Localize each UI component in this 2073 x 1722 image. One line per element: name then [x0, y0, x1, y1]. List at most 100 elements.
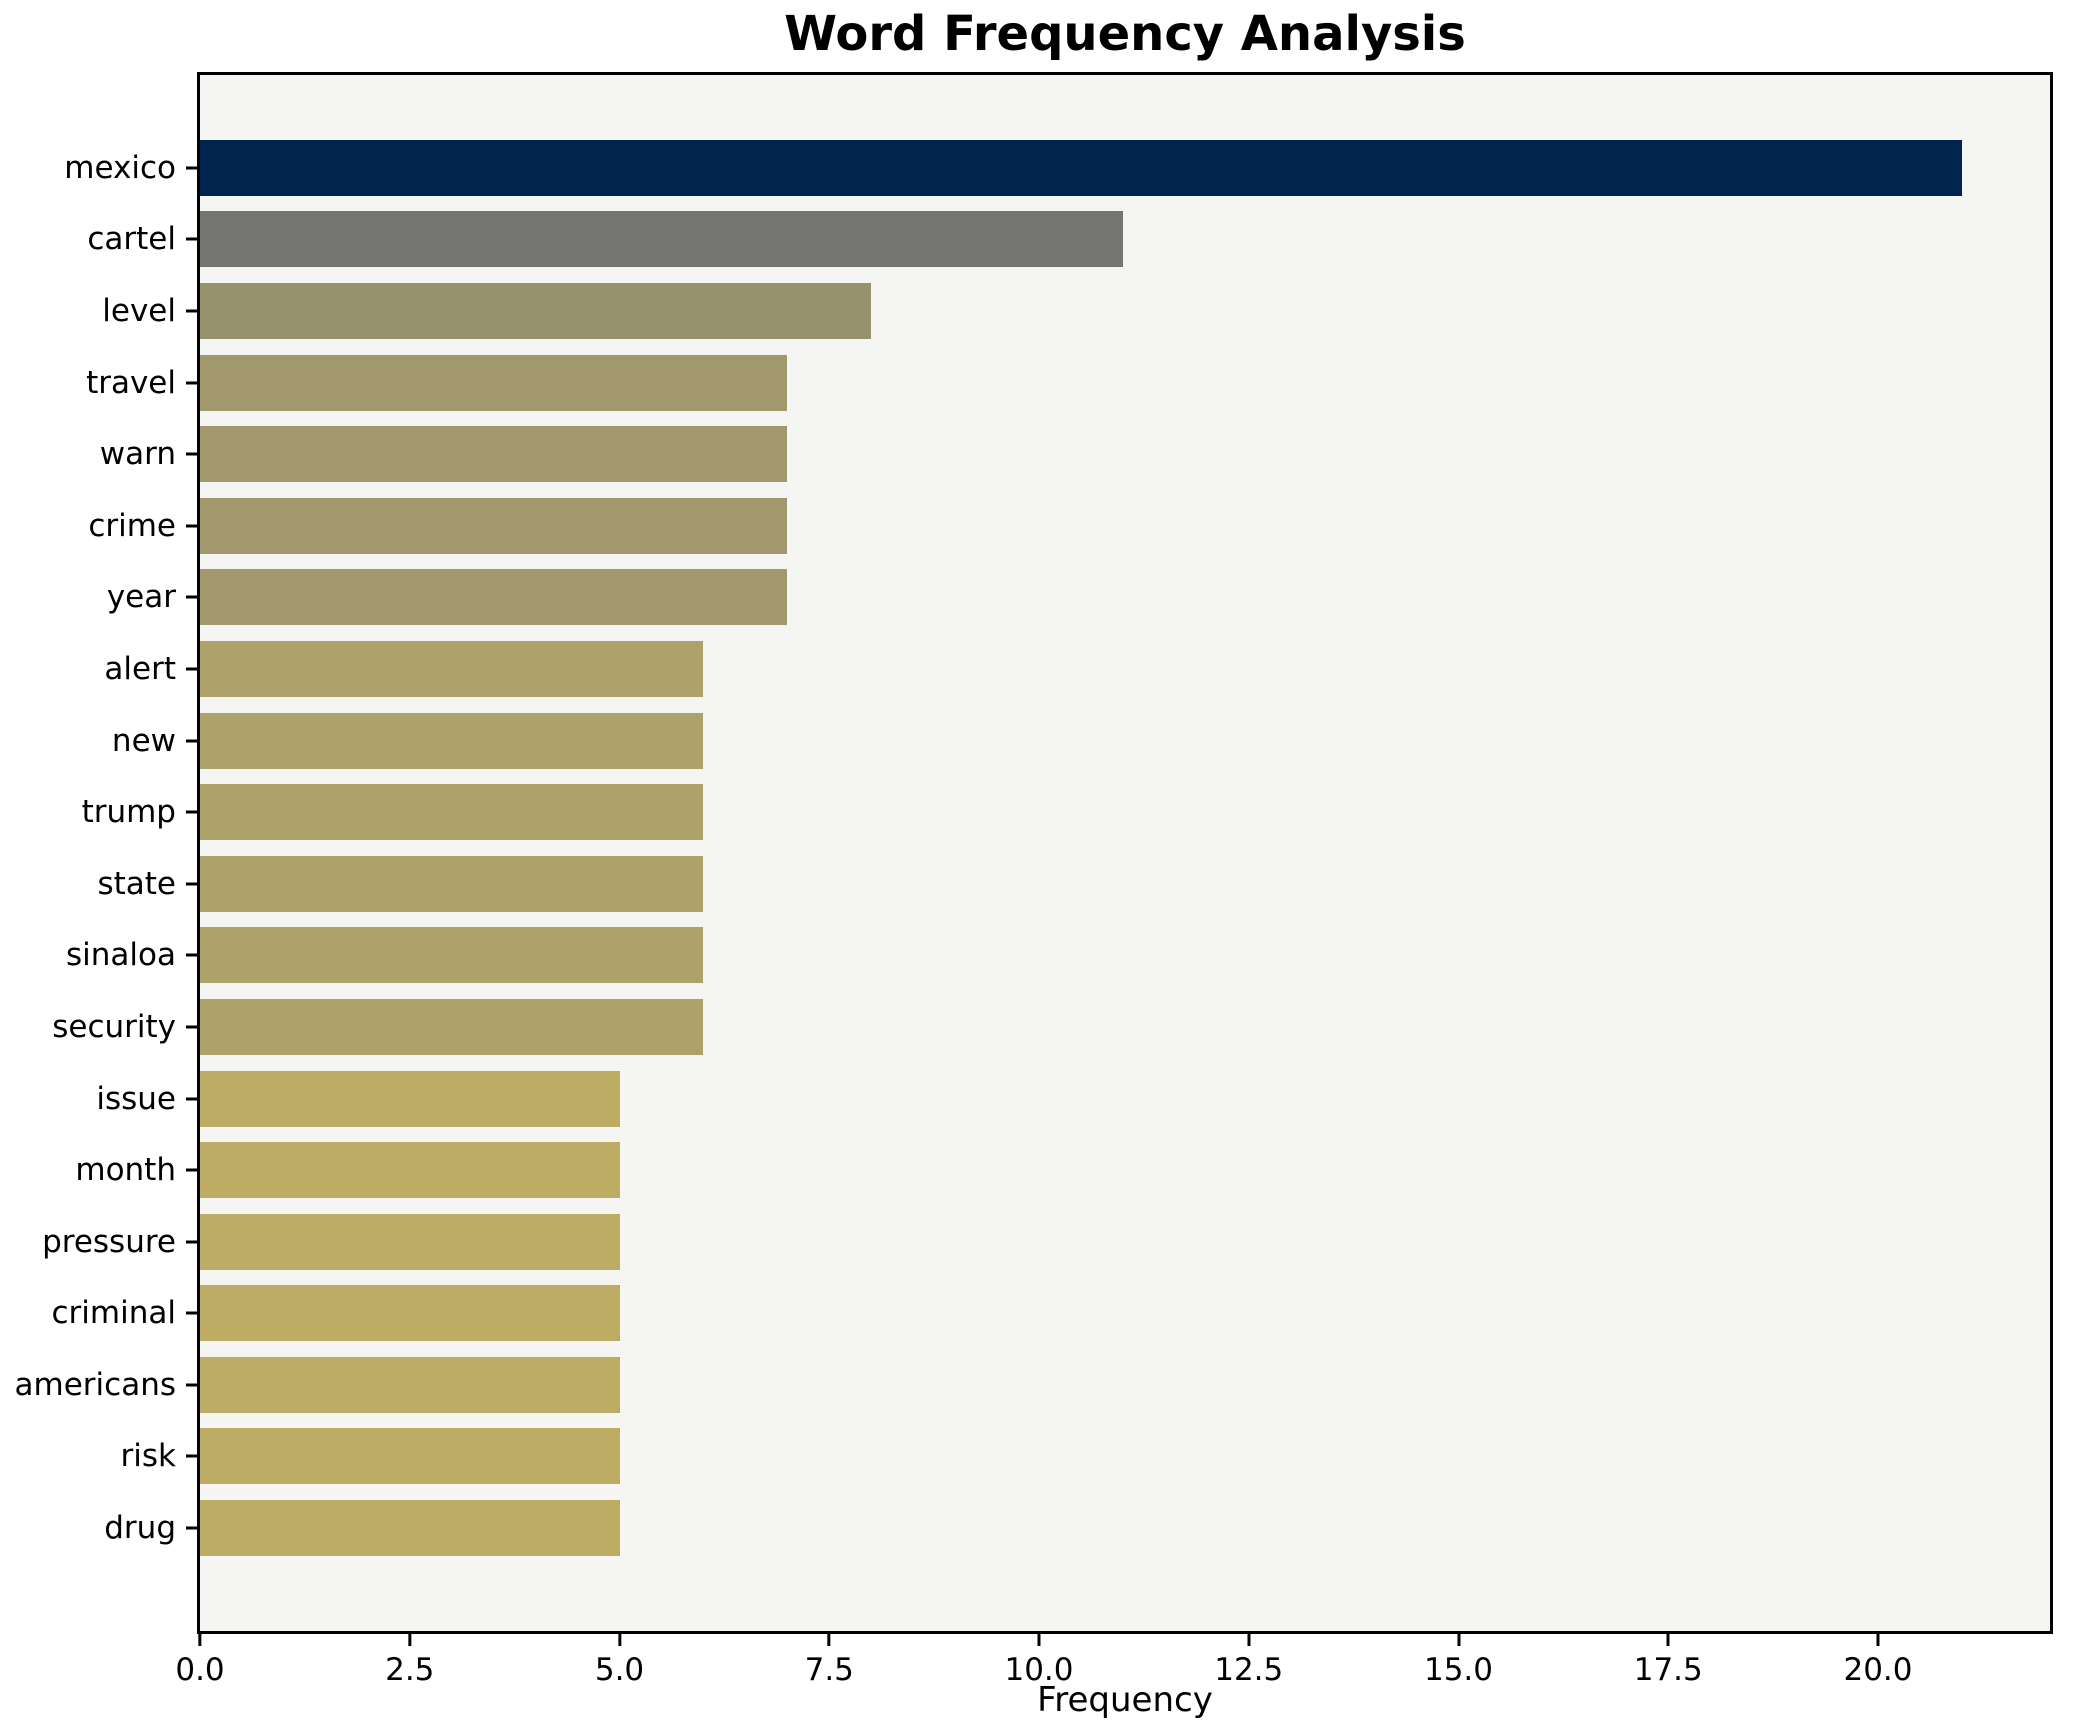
y-tick-mark [186, 1097, 197, 1101]
y-label-sinaloa: sinaloa [66, 937, 176, 974]
bar-row [200, 1206, 2050, 1278]
bar-row [200, 1134, 2050, 1206]
bar-drug [200, 1500, 620, 1557]
y-label-year: year [106, 579, 176, 616]
x-tick-mark [1666, 1634, 1670, 1646]
y-tick-mark [186, 739, 197, 743]
x-tick-mark [1876, 1634, 1880, 1646]
y-label-row: travel [0, 347, 197, 419]
x-tick: 0.0 [175, 1634, 225, 1688]
x-tick-label: 7.5 [804, 1652, 854, 1688]
y-label-warn: warn [99, 436, 176, 473]
bar-criminal [200, 1285, 620, 1342]
bar-travel [200, 354, 788, 411]
chart-title: Word Frequency Analysis [784, 6, 1466, 62]
x-tick-label: 15.0 [1423, 1652, 1494, 1688]
y-label-row: trump [0, 776, 197, 848]
y-label-row: year [0, 562, 197, 634]
y-tick-mark [186, 452, 197, 456]
y-tick-mark [186, 953, 197, 957]
y-axis-labels: mexico cartel level travel warn crime year aler… [0, 72, 197, 1634]
bar-row [200, 132, 2050, 204]
y-tick-mark [186, 166, 197, 170]
x-axis-label: Frequency [1037, 1680, 1213, 1720]
y-label-issue: issue [96, 1080, 176, 1117]
y-label-row: crime [0, 490, 197, 562]
bar-row [200, 1349, 2050, 1421]
x-tick-label: 10.0 [1004, 1652, 1074, 1688]
y-tick-mark [186, 1311, 197, 1315]
x-tick-label: 0.0 [175, 1652, 225, 1688]
y-label-americans: americans [14, 1366, 176, 1403]
y-tick-mark [186, 1240, 197, 1244]
y-tick-mark [186, 667, 197, 671]
x-tick-mark [408, 1634, 412, 1646]
y-label-pressure: pressure [42, 1223, 176, 1260]
y-label-row: americans [0, 1349, 197, 1421]
bar-row [200, 920, 2050, 992]
y-label-row: state [0, 848, 197, 920]
plot-area [197, 72, 2053, 1634]
bar-row [200, 490, 2050, 562]
y-label-month: month [75, 1152, 176, 1189]
y-tick-mark [186, 381, 197, 385]
y-label-risk: risk [120, 1438, 176, 1475]
bar-level [200, 282, 872, 339]
x-tick: 5.0 [595, 1634, 644, 1688]
y-label-row: warn [0, 418, 197, 490]
y-label-travel: travel [86, 364, 176, 401]
y-label-cartel: cartel [87, 221, 176, 258]
y-label-row: drug [0, 1492, 197, 1564]
bar-year [200, 569, 788, 626]
x-tick: 7.5 [805, 1634, 854, 1688]
bar-row [200, 705, 2050, 777]
bar-warn [200, 426, 788, 483]
y-label-trump: trump [81, 794, 176, 831]
y-label-mexico: mexico [64, 149, 176, 186]
x-tick: 2.5 [385, 1634, 434, 1688]
x-tick: 10.0 [1004, 1634, 1074, 1688]
x-tick-mark [198, 1634, 202, 1646]
x-tick-mark [1037, 1634, 1041, 1646]
bar-rows [200, 75, 2050, 1631]
y-tick-mark [186, 237, 197, 241]
y-label-row: pressure [0, 1206, 197, 1278]
y-tick-mark [186, 1526, 197, 1530]
y-label-row: cartel [0, 204, 197, 276]
bar-sinaloa [200, 927, 704, 984]
bar-row [200, 848, 2050, 920]
y-tick-mark [186, 595, 197, 599]
y-label-row: sinaloa [0, 920, 197, 992]
y-label-criminal: criminal [51, 1295, 176, 1332]
bar-row [200, 991, 2050, 1063]
y-tick-mark [186, 810, 197, 814]
x-tick-mark [1247, 1634, 1251, 1646]
bar-row [200, 1421, 2050, 1493]
y-label-state: state [97, 865, 176, 902]
y-label-row: level [0, 275, 197, 347]
y-label-row: alert [0, 633, 197, 705]
y-label-row: criminal [0, 1278, 197, 1350]
y-label-row: risk [0, 1421, 197, 1493]
y-label-row: security [0, 991, 197, 1063]
x-tick-mark [618, 1634, 621, 1646]
bar-mexico [200, 139, 1962, 196]
x-tick: 20.0 [1843, 1634, 1913, 1688]
bar-row [200, 562, 2050, 634]
bar-crime [200, 497, 788, 554]
y-label-drug: drug [104, 1510, 176, 1547]
bar-alert [200, 640, 704, 697]
bar-row [200, 1492, 2050, 1564]
y-label-new: new [111, 722, 176, 759]
y-tick-mark [186, 1025, 197, 1029]
y-tick-mark [186, 1168, 197, 1172]
x-tick-label: 2.5 [385, 1652, 435, 1688]
bar-risk [200, 1428, 620, 1485]
x-tick-label: 20.0 [1843, 1652, 1913, 1688]
x-axis-ticks: 0.0 2.5 5.0 7.5 10.0 12.5 15.0 17.5 20.0 [175, 1634, 2050, 1694]
bar-row [200, 418, 2050, 490]
y-tick-mark [186, 524, 197, 528]
x-tick: 17.5 [1634, 1634, 1703, 1688]
bar-row [200, 1063, 2050, 1135]
y-label-row: new [0, 705, 197, 777]
